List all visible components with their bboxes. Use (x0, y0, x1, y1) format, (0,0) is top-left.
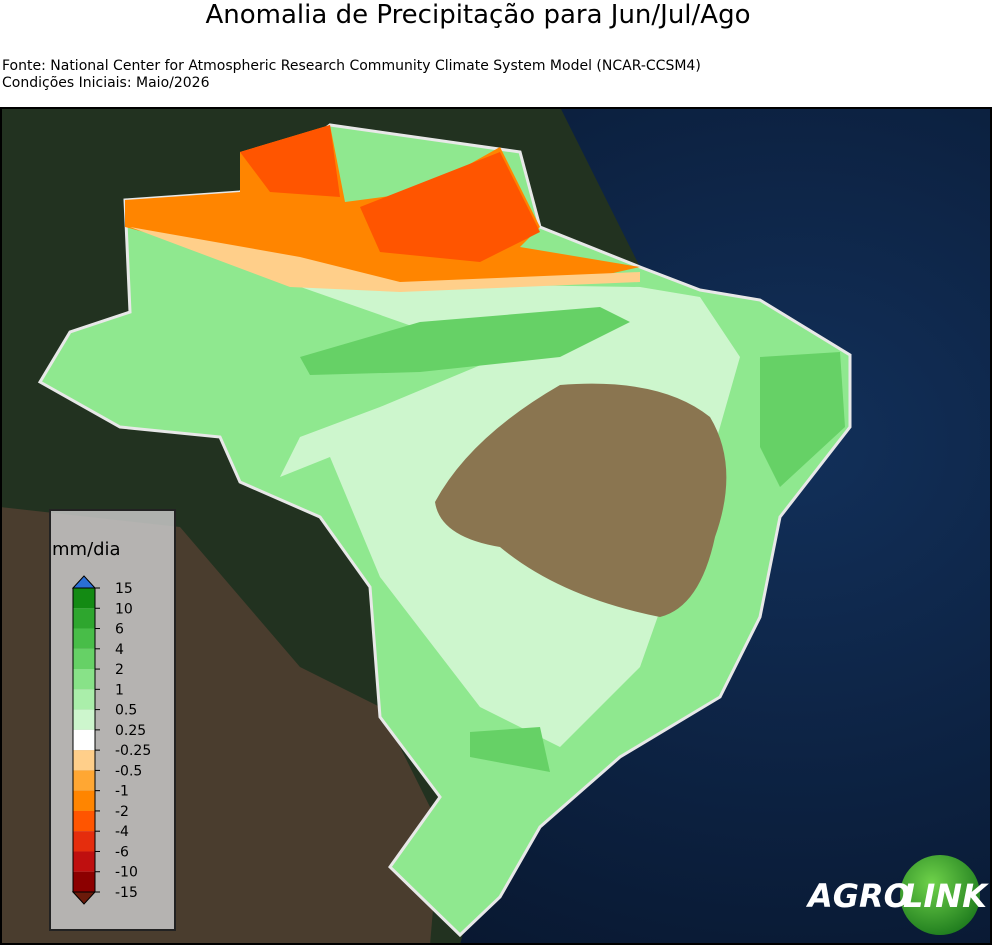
pale-region (130, 227, 740, 747)
colorbar-bin (73, 871, 95, 892)
colorbar-tick-label: -15 (115, 885, 138, 901)
colorbar-bin (73, 810, 95, 832)
wet-region (300, 307, 630, 375)
logo-circle (900, 855, 980, 935)
source: Fonte: National Center for Atmospheric R… (2, 58, 701, 74)
title: Anomalia de Precipitação para Jun/Jul/Ag… (205, 0, 751, 30)
colorbar-tick-label: -1 (115, 784, 129, 800)
colorbar-outline (72, 587, 96, 893)
colorbar-bin (73, 750, 95, 771)
colorbar-tick-label: 6 (115, 622, 124, 638)
logo-right: LINK (903, 877, 989, 915)
logo: AGRO LINK (805, 855, 989, 935)
colorbar-bin (73, 628, 95, 649)
colorbar-tick-label: 1 (115, 682, 124, 698)
colorbar-bin (73, 648, 95, 670)
colorbar-panel (49, 509, 176, 931)
logo-left: AGRO (805, 877, 911, 915)
colorbar-bin (73, 831, 95, 852)
colorbar-tick-label: -2 (115, 804, 129, 820)
map-frame (0, 107, 992, 945)
colorbar-tick-label: 0.25 (115, 723, 146, 739)
colorbar-label: mm/dia (52, 539, 121, 560)
deficit-edge (130, 227, 640, 292)
colorbar: mm/dia 15 10 6 4 2 1 0.5 0.25 -0.25 -0.5 -1 -2 -4 -6 -… (49, 509, 176, 931)
colorbar-bin (73, 588, 95, 609)
colorbar-tick-label: -0.5 (115, 763, 142, 779)
colorbar-tick-label: 15 (115, 581, 133, 597)
wet-region-s (470, 727, 550, 772)
colorbar-tick-label: -10 (115, 865, 138, 881)
colorbar-bin (73, 770, 95, 791)
colorbar-tick-label: 10 (115, 601, 133, 617)
colorbar-bin (73, 669, 95, 690)
colorbar-bin (73, 851, 95, 872)
initial-conditions: Condições Iniciais: Maio/2026 (2, 75, 210, 91)
colorbar-bin (73, 790, 95, 811)
dry-region (435, 383, 727, 617)
colorbar-tick-label: -0.25 (115, 743, 151, 759)
deficit-core (240, 125, 540, 262)
colorbar-tick-label: 0.5 (115, 703, 137, 719)
colorbar-tick-label: 2 (115, 662, 124, 678)
colorbar-tick-label: -4 (115, 824, 129, 840)
colorbar-bin (73, 729, 95, 751)
colorbar-bin (73, 689, 95, 710)
map: mm/dia 15 10 6 4 2 1 0.5 0.25 -0.25 -0.5 -1 -2 -4 -6 -… (0, 107, 992, 945)
colorbar-bin (73, 709, 95, 730)
wet-region-ne (760, 352, 845, 487)
colorbar-tick-label: 4 (115, 642, 124, 658)
colorbar-tick-label: -6 (115, 844, 129, 860)
colorbar-bin (73, 608, 95, 629)
